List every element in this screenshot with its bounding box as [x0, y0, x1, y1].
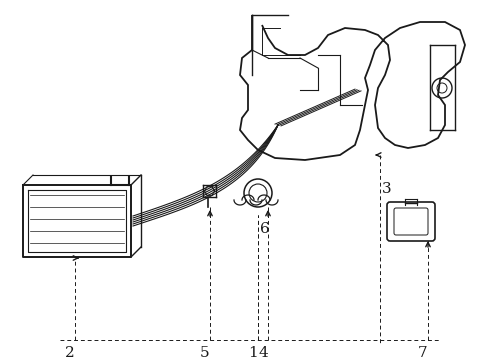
Text: 4: 4: [258, 346, 268, 360]
Text: 1: 1: [248, 346, 258, 360]
Text: 5: 5: [200, 346, 210, 360]
Text: 3: 3: [382, 182, 392, 196]
Text: 7: 7: [418, 346, 428, 360]
Text: 6: 6: [260, 222, 270, 236]
Text: 2: 2: [65, 346, 75, 360]
